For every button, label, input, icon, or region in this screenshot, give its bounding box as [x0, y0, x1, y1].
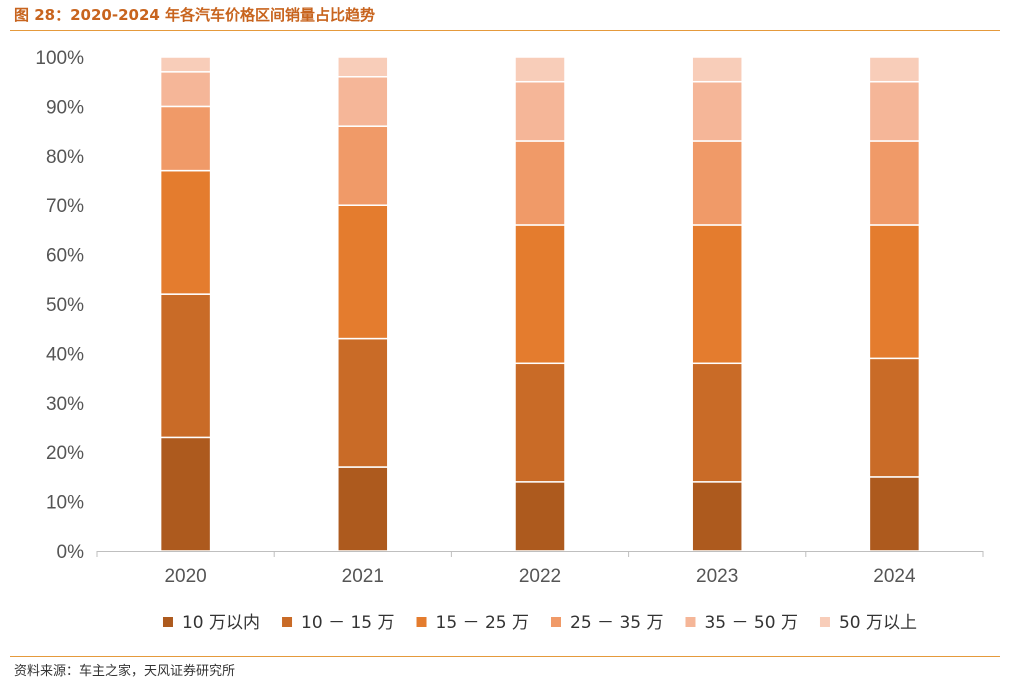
legend-item: 10 万以内	[162, 613, 260, 633]
bar-segment-2024-5	[868, 80, 921, 142]
legend-label: 10 万以内	[182, 613, 260, 633]
bar-segment-2022-4	[514, 140, 566, 226]
y-tick-label: 40%	[46, 344, 84, 365]
bar-segment-2020-2	[159, 293, 212, 439]
legend-label: 50 万以上	[839, 613, 917, 633]
legend-label: 35 － 50 万	[704, 613, 797, 633]
bar-segment-2020-5	[159, 71, 212, 108]
source-divider	[10, 656, 1000, 657]
bar-segment-2024-2	[868, 357, 921, 478]
bar-segment-2024-4	[868, 140, 921, 226]
y-tick-label: 0%	[57, 542, 85, 563]
bar-segment-2023-2	[691, 362, 743, 483]
source-note: 资料来源：车主之家，天风证券研究所	[14, 664, 236, 679]
legend-item: 10 － 15 万	[282, 613, 395, 633]
legend-swatch	[551, 617, 561, 627]
bar-segment-2023-6	[691, 56, 743, 83]
legend: 10 万以内 10 － 15 万 15 － 25 万 25 － 35 万 35 － 50…	[162, 613, 917, 633]
bar-segment-2020-3	[159, 169, 212, 295]
bar-segment-2023-5	[691, 80, 743, 142]
legend-item: 50 万以上	[819, 613, 917, 633]
legend-label: 15 － 25 万	[436, 613, 529, 633]
legend-swatch	[819, 617, 830, 627]
x-tick-label: 2022	[519, 566, 561, 587]
bar-segment-2023-3	[691, 224, 743, 365]
y-tick-label: 50%	[46, 295, 84, 316]
bar-segment-2020-6	[159, 56, 212, 73]
figure-title: 图 28：2020-2024 年各汽车价格区间销量占比趋势	[14, 6, 376, 24]
bar-segment-2022-1	[514, 481, 566, 552]
x-tick-label: 2023	[696, 566, 738, 587]
bar-segment-2024-6	[868, 56, 921, 83]
bar-segment-2020-4	[159, 105, 212, 172]
y-tick-label: 20%	[46, 443, 84, 464]
bar-segment-2022-6	[514, 56, 566, 83]
bar-segment-2023-1	[691, 481, 743, 552]
legend-item: 15 － 25 万	[416, 613, 529, 633]
bar-segment-2024-3	[868, 224, 921, 360]
bar-segment-2024-1	[868, 476, 921, 552]
bar-segment-2020-1	[159, 436, 212, 552]
bar-segment-2023-4	[691, 140, 743, 226]
bar-segment-2021-5	[337, 76, 389, 127]
x-tick-label: 2021	[342, 566, 384, 587]
y-tick-label: 90%	[46, 97, 84, 118]
bar-segment-2022-3	[514, 224, 566, 365]
bar-segment-2022-2	[514, 362, 566, 483]
x-tick-label: 2020	[164, 566, 206, 587]
x-axis-labels: 2020 2021 2022 2023 2024	[96, 551, 984, 587]
legend-swatch	[282, 617, 293, 627]
legend-swatch	[685, 617, 696, 627]
bar-segment-2021-1	[337, 466, 389, 552]
y-tick-label: 70%	[46, 196, 84, 217]
y-tick-label: 30%	[46, 394, 84, 415]
bar-segment-2021-4	[337, 125, 389, 206]
legend-label: 10 － 15 万	[301, 613, 394, 633]
legend-item: 25 － 35 万	[551, 613, 663, 633]
x-tick-label: 2024	[873, 566, 916, 587]
y-tick-label: 80%	[46, 147, 84, 168]
y-tick-label: 100%	[35, 48, 84, 69]
y-tick-label: 60%	[46, 246, 84, 267]
bar-segment-2021-2	[337, 337, 389, 468]
legend-swatch	[416, 617, 427, 627]
bar-segment-2022-5	[514, 80, 566, 142]
title-divider	[10, 30, 1000, 31]
bar-segment-2021-6	[337, 56, 389, 78]
y-tick-label: 10%	[46, 493, 84, 514]
legend-swatch	[162, 617, 173, 627]
y-axis-labels: 0% 10% 20% 30% 40% 50% 60% 70% 80% 90% 100%	[35, 48, 84, 563]
legend-item: 35 － 50 万	[685, 613, 798, 633]
legend-label: 25 － 35 万	[570, 613, 663, 633]
bar-segment-2021-3	[337, 204, 389, 340]
stacked-bar-chart: 0%10%20%30%40%50%60%70%80%90%100% 2020 20…	[35, 48, 984, 633]
bars	[159, 56, 921, 552]
